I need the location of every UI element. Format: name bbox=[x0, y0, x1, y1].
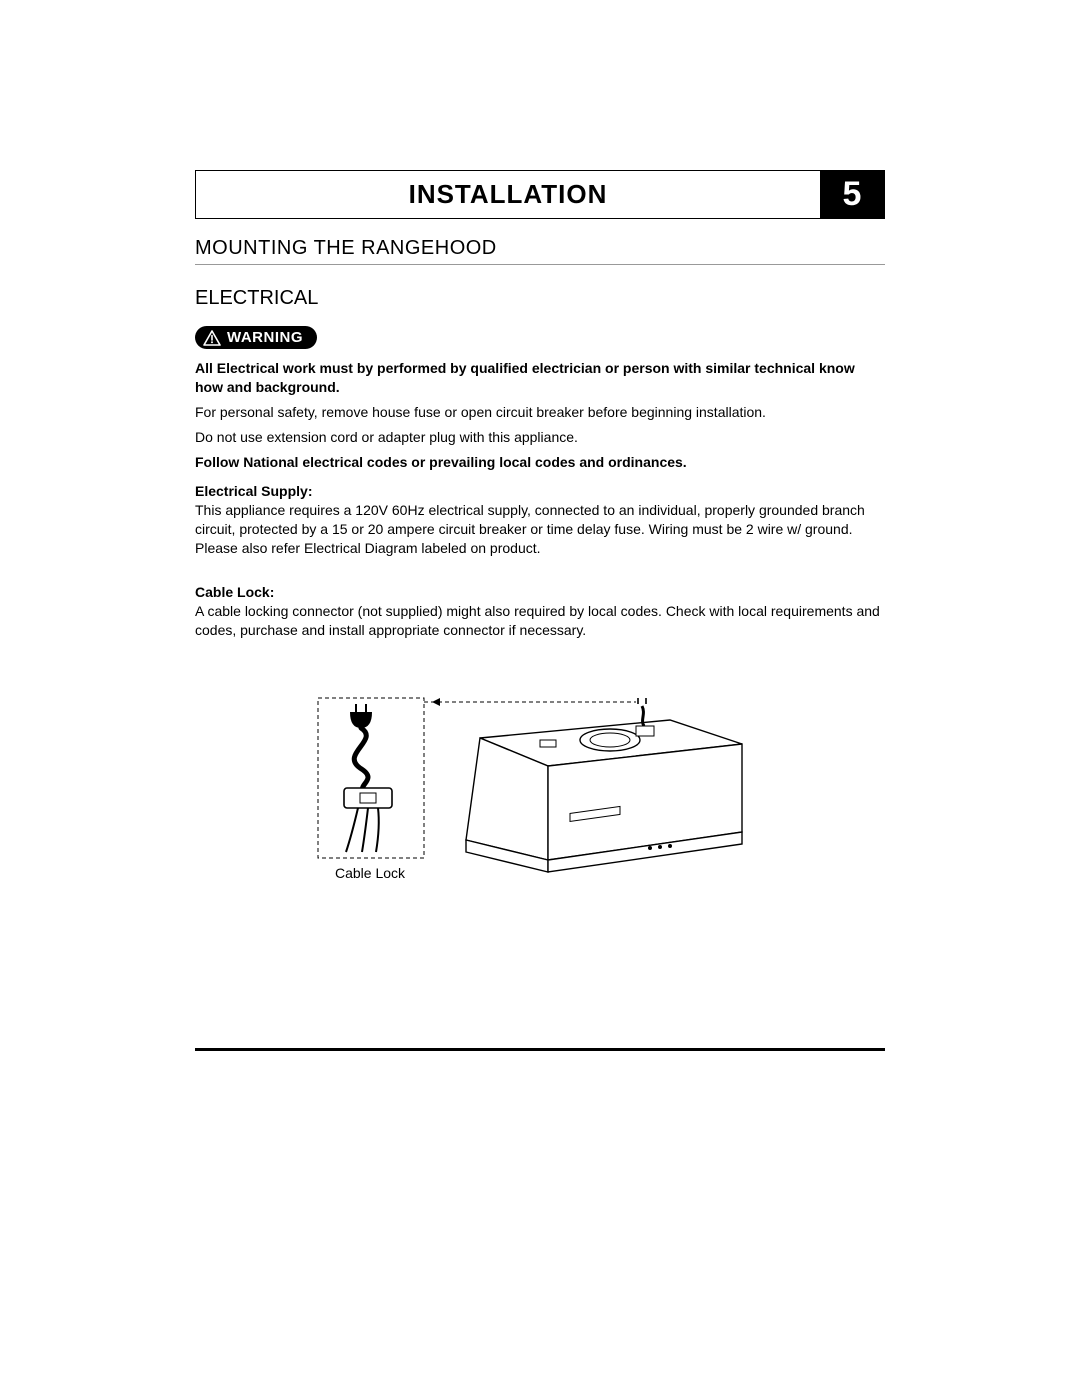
warning-para-3: Do not use extension cord or adapter plu… bbox=[195, 428, 885, 447]
warning-triangle-icon bbox=[203, 330, 221, 346]
electrical-supply-text: This appliance requires a 120V 60Hz elec… bbox=[195, 501, 885, 558]
diagram-container: Cable Lock bbox=[195, 690, 885, 920]
section-title: INSTALLATION bbox=[196, 171, 820, 218]
subheading-electrical: ELECTRICAL bbox=[195, 287, 885, 310]
warning-para-4: Follow National electrical codes or prev… bbox=[195, 453, 885, 472]
page-content: INSTALLATION 5 MOUNTING THE RANGEHOOD EL… bbox=[195, 170, 885, 920]
diagram-caption-text: Cable Lock bbox=[335, 865, 406, 881]
cable-lock-diagram: Cable Lock bbox=[310, 690, 770, 920]
warning-label: WARNING bbox=[227, 329, 303, 346]
section-number: 5 bbox=[820, 171, 884, 218]
warning-para-1: All Electrical work must by performed by… bbox=[195, 359, 885, 397]
subheading-mounting: MOUNTING THE RANGEHOOD bbox=[195, 237, 885, 265]
bottom-rule bbox=[195, 1048, 885, 1051]
electrical-supply-label: Electrical Supply: bbox=[195, 483, 885, 499]
warning-para-2: For personal safety, remove house fuse o… bbox=[195, 403, 885, 422]
rangehood-icon bbox=[466, 698, 742, 872]
warning-badge: WARNING bbox=[195, 326, 317, 349]
section-header: INSTALLATION 5 bbox=[195, 170, 885, 219]
cable-lock-text: A cable locking connector (not supplied)… bbox=[195, 602, 885, 640]
cable-lock-label: Cable Lock: bbox=[195, 584, 885, 600]
